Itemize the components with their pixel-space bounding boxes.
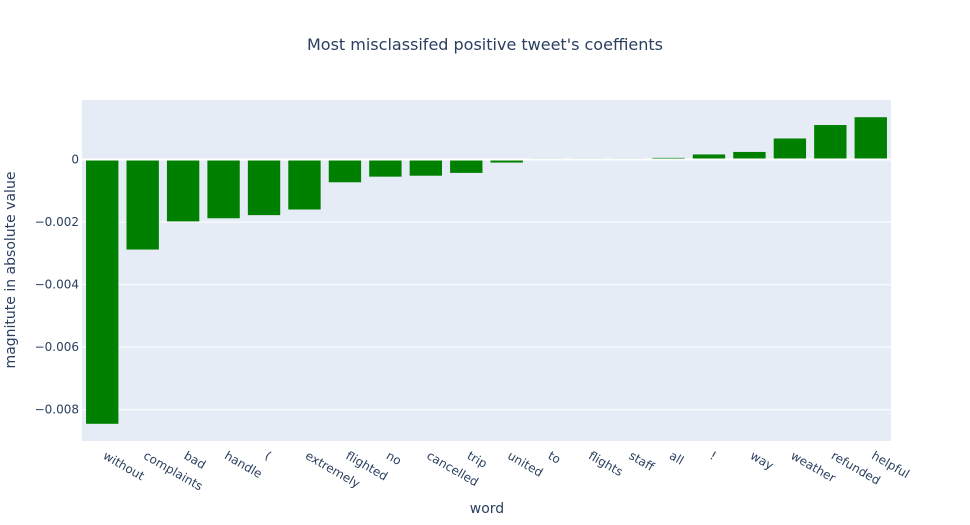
y-tick-label: −0.006 xyxy=(35,340,79,354)
x-tick-label: handle xyxy=(222,448,264,481)
bar-2 xyxy=(166,159,200,222)
x-tick-label: all xyxy=(667,448,686,467)
y-axis-ticks: 0 −0.002 −0.004 −0.006 −0.008 xyxy=(35,152,79,416)
gridlines xyxy=(82,221,891,411)
bar-0 xyxy=(86,159,119,424)
x-tick-label: staff xyxy=(627,448,658,474)
bars xyxy=(86,117,887,424)
bar-8 xyxy=(409,159,443,176)
bar-7 xyxy=(369,159,402,177)
bar-6 xyxy=(328,159,362,183)
x-tick-label: united xyxy=(505,448,545,479)
x-tick-label: weather xyxy=(788,448,838,485)
x-tick-label: to xyxy=(546,448,563,466)
bar-1 xyxy=(126,159,159,250)
plot-area xyxy=(82,100,891,441)
y-tick-label: 0 xyxy=(71,152,79,166)
bar-9 xyxy=(450,159,483,173)
x-tick-label: bad xyxy=(182,448,209,471)
bar-10 xyxy=(490,159,523,163)
bar-3 xyxy=(207,159,240,219)
x-tick-label: ( xyxy=(263,448,274,462)
chart-title: Most misclassifed positive tweet's coeff… xyxy=(307,35,663,54)
bar-5 xyxy=(288,159,321,210)
x-tick-label: flights xyxy=(586,448,625,479)
x-tick-label: without xyxy=(101,448,147,483)
x-tick-label: way xyxy=(748,448,776,472)
bar-4 xyxy=(247,159,281,216)
bar-16 xyxy=(733,151,766,160)
bar-15 xyxy=(692,154,726,160)
bar-19 xyxy=(854,117,887,160)
y-axis-title: magnitute in absolute value xyxy=(3,172,19,369)
x-axis-title: word xyxy=(470,501,504,517)
x-tick-label: ! xyxy=(707,448,718,463)
x-tick-label: trip xyxy=(465,448,490,470)
x-tick-label: no xyxy=(384,448,404,468)
y-tick-label: −0.008 xyxy=(35,403,79,417)
bar-18 xyxy=(814,125,847,160)
y-tick-label: −0.004 xyxy=(35,278,79,292)
y-tick-label: −0.002 xyxy=(35,215,79,229)
bar-17 xyxy=(773,138,807,160)
